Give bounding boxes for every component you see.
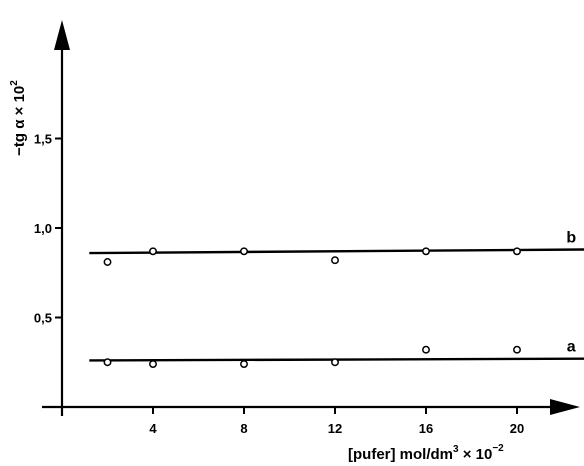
x-axis-label-main: [pufer] mol/dm xyxy=(348,446,453,463)
x-axis-arrow-icon xyxy=(550,399,580,415)
x-tick-label: 16 xyxy=(419,421,433,436)
x-axis-label-unit-exp: 3 xyxy=(453,444,459,455)
y-tick-label: 1,5 xyxy=(34,132,52,147)
x-tick-label: 20 xyxy=(510,421,524,436)
fit-line-b xyxy=(89,248,584,255)
y-tick-label: 1,0 xyxy=(34,221,52,236)
data-point-b xyxy=(513,247,521,256)
axis-ticks: 4 8 12 16 20 0,5 1,0 1,5 xyxy=(34,132,524,437)
data-point-b xyxy=(149,247,157,256)
data-point-a xyxy=(103,358,112,367)
data-point-a xyxy=(422,345,430,354)
x-axis-label: [pufer] mol/dm3 × 10−2 xyxy=(348,443,504,463)
data-point-b xyxy=(103,258,112,266)
data-point-a xyxy=(240,360,248,368)
y-tick-label: 0,5 xyxy=(34,311,52,326)
data-point-a xyxy=(331,358,339,367)
data-point-a xyxy=(149,360,157,368)
y-axis-label-exp: 2 xyxy=(9,80,20,86)
x-tick-label: 8 xyxy=(240,421,247,436)
series-label-a: a xyxy=(567,339,576,356)
data-point-b xyxy=(422,247,430,256)
y-axis-label-main: −tg α × 10 xyxy=(11,86,28,156)
series-label-b: b xyxy=(566,229,576,246)
x-tick-label: 4 xyxy=(149,421,157,436)
x-axis-label-mid: × 10 xyxy=(459,446,493,463)
chart-marks: ab xyxy=(89,229,584,368)
y-axis-label: −tg α × 102 xyxy=(9,80,28,156)
data-point-b xyxy=(331,256,339,265)
y-axis-arrow-icon xyxy=(54,20,70,50)
x-tick-label: 12 xyxy=(328,421,342,436)
data-point-b xyxy=(240,247,248,256)
data-point-a xyxy=(513,345,521,354)
x-axis-label-exp: −2 xyxy=(492,443,504,454)
